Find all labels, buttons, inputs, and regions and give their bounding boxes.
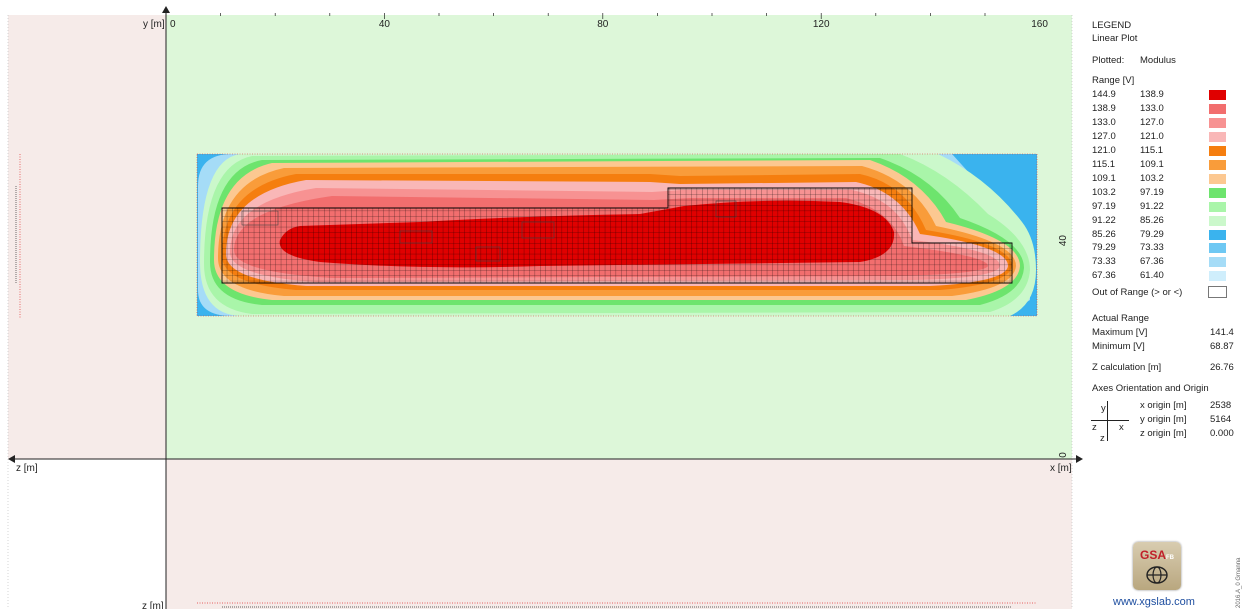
range-swatch (1208, 228, 1227, 241)
legend-title: LEGEND (1092, 20, 1132, 31)
y-axis-label: y [m] (143, 19, 165, 30)
range-to: 115.1 (1140, 144, 1164, 156)
range-to: 61.40 (1140, 270, 1164, 282)
range-to: 67.36 (1140, 256, 1164, 268)
range-to: 121.0 (1140, 130, 1164, 142)
y-tick-label: 40 (1058, 235, 1069, 247)
range-from: 138.9 (1092, 102, 1116, 114)
range-to: 85.26 (1140, 214, 1164, 226)
z-axis-label-top: z [m] (16, 463, 38, 474)
z-origin-value: 0.000 (1210, 428, 1234, 439)
globe-icon (1146, 566, 1168, 584)
range-from: 85.26 (1092, 228, 1116, 240)
range-to: 133.0 (1140, 102, 1164, 114)
range-swatch (1208, 102, 1227, 115)
range-swatch (1208, 130, 1227, 143)
corner-panel (8, 459, 166, 609)
range-swatch (1208, 144, 1227, 157)
range-swatch (1208, 116, 1227, 129)
range-label: Range [V] (1092, 75, 1135, 86)
range-to: 109.1 (1140, 158, 1164, 170)
range-from: 109.1 (1092, 172, 1116, 184)
x-origin-value: 2538 (1210, 400, 1232, 411)
y-tick-label: 0 (1058, 452, 1069, 458)
y-origin-label: y origin [m] (1140, 414, 1187, 425)
out-of-range-label: Out of Range (> or <) (1092, 287, 1183, 298)
version-stamp: 2016.A_0 Gmanna (1236, 557, 1242, 608)
y-axis-ticks: 0 40 (1058, 235, 1069, 458)
range-swatch (1208, 242, 1227, 255)
x-tick-label: 80 (597, 19, 609, 30)
x-tick-label: 160 (1031, 19, 1048, 30)
calculation-area (196, 153, 1038, 317)
range-to: 91.22 (1140, 200, 1164, 212)
axes-orientation-title: Axes Orientation and Origin (1092, 383, 1209, 394)
brand-suffix: FB (1166, 555, 1174, 561)
minimum-label: Minimum [V] (1092, 341, 1145, 352)
range-to: 138.9 (1140, 89, 1164, 100)
range-from: 115.1 (1092, 158, 1116, 170)
x-tick-label: 120 (813, 19, 830, 30)
x-tick-label: 40 (379, 19, 391, 30)
y-origin-value: 5164 (1210, 414, 1232, 425)
minimum-value: 68.87 (1210, 341, 1234, 352)
x-tick-label: 0 (170, 19, 176, 30)
range-to: 79.29 (1140, 228, 1164, 240)
gsa-logo: GSAFB (1133, 542, 1181, 590)
range-from: 79.29 (1092, 242, 1116, 254)
x-origin-label: x origin [m] (1140, 400, 1187, 411)
range-swatch (1208, 200, 1227, 213)
range-swatch (1208, 158, 1227, 171)
range-from: 121.0 (1092, 144, 1116, 156)
side-panel-left (8, 15, 166, 459)
legend-panel: LEGEND Linear Plot Plotted: Modulus Rang… (1091, 20, 1234, 608)
brand-name: GSA (1139, 548, 1166, 562)
range-swatch (1208, 172, 1227, 185)
x-axis-ticks: 0 40 80 120 160 (165, 13, 1048, 30)
actual-range-title: Actual Range (1092, 313, 1150, 324)
range-swatch (1208, 270, 1227, 283)
website-link[interactable]: www.xgslab.com (1113, 596, 1195, 608)
range-swatch (1208, 89, 1227, 101)
maximum-label: Maximum [V] (1092, 327, 1148, 338)
range-swatch (1208, 186, 1227, 199)
range-from: 73.33 (1092, 256, 1116, 268)
plotted-label: Plotted: (1092, 55, 1125, 66)
range-from: 67.36 (1092, 270, 1116, 282)
z-origin-label: z origin [m] (1140, 428, 1187, 439)
range-to: 73.33 (1140, 242, 1164, 254)
maximum-value: 141.4 (1210, 327, 1234, 338)
range-swatch (1208, 214, 1227, 227)
legend-subtitle: Linear Plot (1092, 33, 1138, 44)
plotted-value: Modulus (1140, 55, 1176, 66)
out-of-range-swatch (1208, 286, 1227, 298)
range-from: 97.19 (1092, 200, 1116, 212)
range-to: 103.2 (1140, 172, 1164, 184)
contour-plot: y [m] x [m] z [m] z [m] 0 40 80 120 160 0 40 (7, 6, 1083, 609)
z-axis-label-bottom: z [m] (142, 601, 164, 609)
range-to: 97.19 (1140, 186, 1164, 198)
range-from: 103.2 (1092, 186, 1116, 198)
range-from: 133.0 (1092, 116, 1116, 128)
range-swatch (1208, 256, 1227, 269)
x-axis-label: x [m] (1050, 463, 1072, 474)
range-from: 91.22 (1092, 214, 1116, 226)
z-calculation-label: Z calculation [m] (1092, 362, 1162, 373)
range-from: 127.0 (1092, 130, 1116, 142)
side-panel-bottom (166, 459, 1072, 609)
range-from: 144.9 (1092, 89, 1116, 100)
z-calculation-value: 26.76 (1210, 362, 1234, 373)
range-to: 127.0 (1140, 116, 1164, 128)
